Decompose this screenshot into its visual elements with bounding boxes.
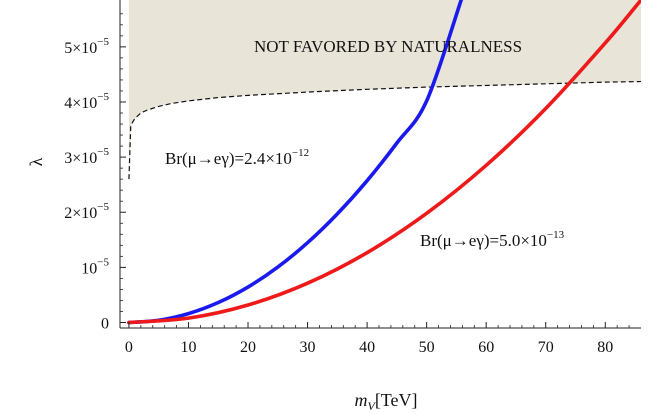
series-label-1: Br(μ→eγ)=2.4×10−12 [165,147,309,168]
excluded-region-fill [128,0,641,180]
y-tick-label: 5×10−5 [64,36,109,57]
x-tick-label: 80 [597,339,613,356]
y-tick-label: 2×10−5 [64,201,109,222]
series-line-1 [127,0,463,325]
x-tick-label: 50 [419,339,435,356]
naturalness-boundary [128,80,641,180]
series-line-2 [127,0,641,325]
ticks: 0 10 20 30 40 50 60 70 80 0 10−5 2×10−5 3×10−5 4×10−5… [64,13,630,356]
series-label-2: Br(μ→eγ)=5.0×10−13 [420,229,565,250]
x-tick-label: 20 [240,339,256,356]
region-label: NOT FAVORED BY NATURALNESS [254,37,522,56]
x-tick-label: 70 [538,339,554,356]
axis-titles: mV[TeV] λ [26,157,418,413]
y-tick-label: 0 [101,315,109,332]
y-axis-title: λ [26,157,46,166]
x-tick-label: 40 [359,339,375,356]
excluded-region [128,0,641,180]
x-tick-label: 60 [478,339,494,356]
y-tick-label: 4×10−5 [64,91,109,112]
y-tick-label: 10−5 [81,256,109,277]
x-axis-title: mV[TeV] [354,390,417,413]
boundary-line [128,80,641,180]
y-tick-label: 3×10−5 [64,146,109,167]
x-tick-label: 0 [125,339,133,356]
x-tick-label: 10 [180,339,196,356]
annotations: NOT FAVORED BY NATURALNESS Br(μ→eγ)=2.4×1… [165,37,565,250]
series-group [127,0,641,325]
plot-frame [119,0,641,329]
x-tick-label: 30 [300,339,316,356]
